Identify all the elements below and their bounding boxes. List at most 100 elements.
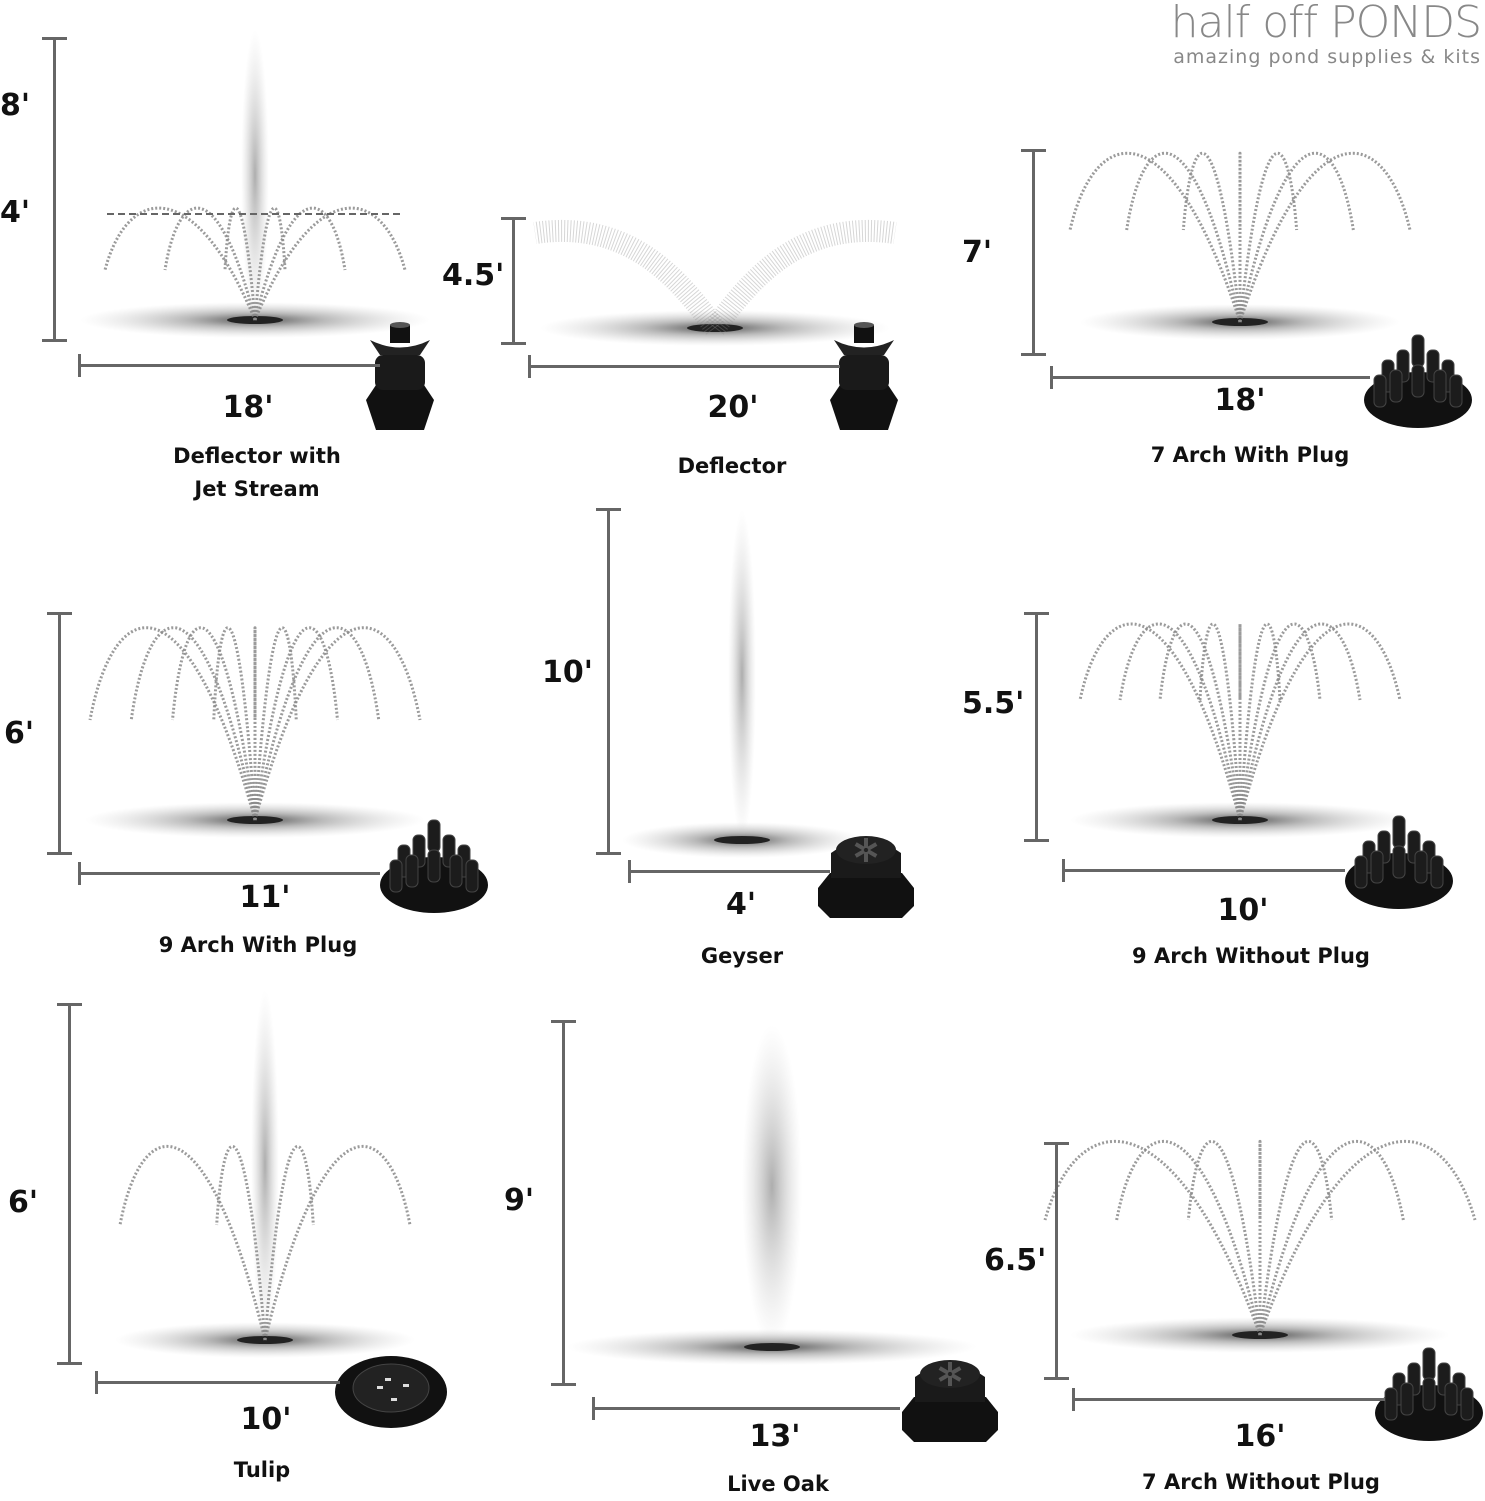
fountain-spray-4 xyxy=(85,626,425,838)
arch-nozzle-icon xyxy=(1345,815,1453,909)
width-dimension-bar xyxy=(78,354,380,377)
spray-arch xyxy=(1158,622,1242,821)
width-label: 10' xyxy=(240,1402,292,1437)
width-dimension-bar xyxy=(628,860,830,883)
width-label: 10' xyxy=(1217,893,1269,928)
spray-arch xyxy=(223,206,257,321)
spray-arch xyxy=(118,1144,267,1341)
spray-arch xyxy=(253,626,339,821)
jet-stream xyxy=(728,510,756,840)
spray-arch xyxy=(263,1144,412,1341)
brand-logo: half off PONDS amazing pond supplies & k… xyxy=(1156,0,1482,68)
height-dimension-bar xyxy=(42,37,67,342)
live-oak-nozzle-icon xyxy=(902,1360,998,1442)
height-label: 6' xyxy=(4,716,35,751)
tulip-nozzle-icon xyxy=(335,1356,447,1428)
height-dimension-bar xyxy=(1044,1142,1069,1380)
height-dimension-bar xyxy=(57,1003,82,1365)
spray-arch xyxy=(1043,1140,1262,1336)
width-dimension-bar xyxy=(1062,859,1345,882)
fountain-spray-9 xyxy=(1043,1139,1477,1353)
width-dimension-bar xyxy=(528,355,840,378)
height-dimension-bar xyxy=(47,612,72,855)
spray-arch xyxy=(253,206,347,321)
spray-arch xyxy=(1125,151,1242,323)
spray-arch xyxy=(253,626,422,821)
width-dimension-bar xyxy=(1072,1388,1385,1411)
width-dimension-bar xyxy=(1050,366,1370,389)
spray-arch xyxy=(103,206,257,321)
spray-arch xyxy=(88,626,257,821)
spray-arch xyxy=(253,626,298,821)
fountain-name-line: Geyser xyxy=(700,944,784,968)
width-label: 18' xyxy=(1214,383,1266,418)
spray-arch xyxy=(129,626,257,821)
deflector-spray xyxy=(533,220,724,335)
fountain-spray-6 xyxy=(1070,622,1410,838)
arch-plug-nozzle-icon xyxy=(380,819,488,913)
fountain-name: 7 Arch Without Plug xyxy=(1142,1466,1380,1499)
spray-arch xyxy=(212,626,257,821)
fountain-spray-5 xyxy=(622,510,862,858)
fountain-name: 9 Arch With Plug xyxy=(159,929,357,962)
arch-nozzle-icon xyxy=(1375,1347,1483,1441)
spray-arch xyxy=(1238,622,1402,821)
fountain-name-line: Jet Stream xyxy=(194,477,320,501)
deflector-nozzle-icon xyxy=(366,322,434,430)
height-label: 6.5' xyxy=(984,1243,1047,1278)
spray-arch xyxy=(171,626,257,821)
geyser-nozzle-icon xyxy=(818,836,914,918)
jet-stream xyxy=(241,30,269,320)
width-label: 20' xyxy=(707,390,759,425)
fountain-name-line: 7 Arch Without Plug xyxy=(1142,1470,1380,1494)
fountain-name: 7 Arch With Plug xyxy=(1151,439,1349,472)
width-label: 4' xyxy=(725,887,757,922)
width-label: 18' xyxy=(222,390,274,425)
width-label: 16' xyxy=(1234,1419,1286,1454)
spray-arch xyxy=(1115,1139,1262,1336)
spray-arch xyxy=(1238,151,1299,323)
height-dimension-bar xyxy=(1024,612,1049,842)
spray-arch xyxy=(215,1145,267,1341)
spray-arch xyxy=(1238,622,1322,821)
height-dimension-bar xyxy=(551,1020,576,1386)
deflector-spray xyxy=(706,220,897,335)
height-label: 8' xyxy=(0,88,31,123)
height-label: 9' xyxy=(504,1183,535,1218)
spray-arch xyxy=(253,626,381,821)
fountain-name-line: Deflector xyxy=(677,454,787,478)
fountain-name-line: Live Oak xyxy=(727,1472,829,1496)
spray-arch xyxy=(1258,1140,1477,1336)
fountain-name-line: Deflector with xyxy=(173,444,341,468)
spray-arch xyxy=(253,206,407,321)
width-label: 11' xyxy=(239,880,291,915)
nozzle-base xyxy=(687,324,743,332)
arch-plug-nozzle-icon xyxy=(1364,334,1472,428)
brand-name: half off PONDS xyxy=(1170,0,1482,48)
width-dimension-bar xyxy=(592,1397,900,1420)
fountain-spray-2 xyxy=(533,220,897,346)
spray-arch xyxy=(163,206,257,321)
height-dimension-bar xyxy=(1021,149,1046,356)
height-dimension-bar xyxy=(596,508,621,855)
spray-arch xyxy=(1118,622,1242,821)
fountain-spray-8 xyxy=(567,1025,977,1365)
spray-arch xyxy=(1238,151,1412,323)
height-label: 5.5' xyxy=(962,686,1025,721)
spray-arch xyxy=(1258,1139,1405,1336)
width-dimension-bar xyxy=(95,1371,340,1394)
fountain-name-line: 7 Arch With Plug xyxy=(1150,443,1350,467)
fountain-name: Tulip xyxy=(234,1454,290,1487)
fountain-spray-7 xyxy=(115,990,415,1358)
fountain-name: Geyser xyxy=(701,940,783,973)
jet-stream xyxy=(251,990,279,1340)
spray-arch xyxy=(1181,151,1242,323)
fountain-name-line: 9 Arch Without Plug xyxy=(1132,944,1370,968)
spray-arch xyxy=(253,206,287,321)
fountain-spray-1 xyxy=(80,30,430,338)
spray-arch xyxy=(1068,151,1242,323)
fountain-name: 9 Arch Without Plug xyxy=(1132,940,1370,973)
height-label: 10' xyxy=(542,655,593,690)
deflector-nozzle-icon xyxy=(830,322,898,430)
fountain-name-line: 9 Arch With Plug xyxy=(158,933,358,957)
